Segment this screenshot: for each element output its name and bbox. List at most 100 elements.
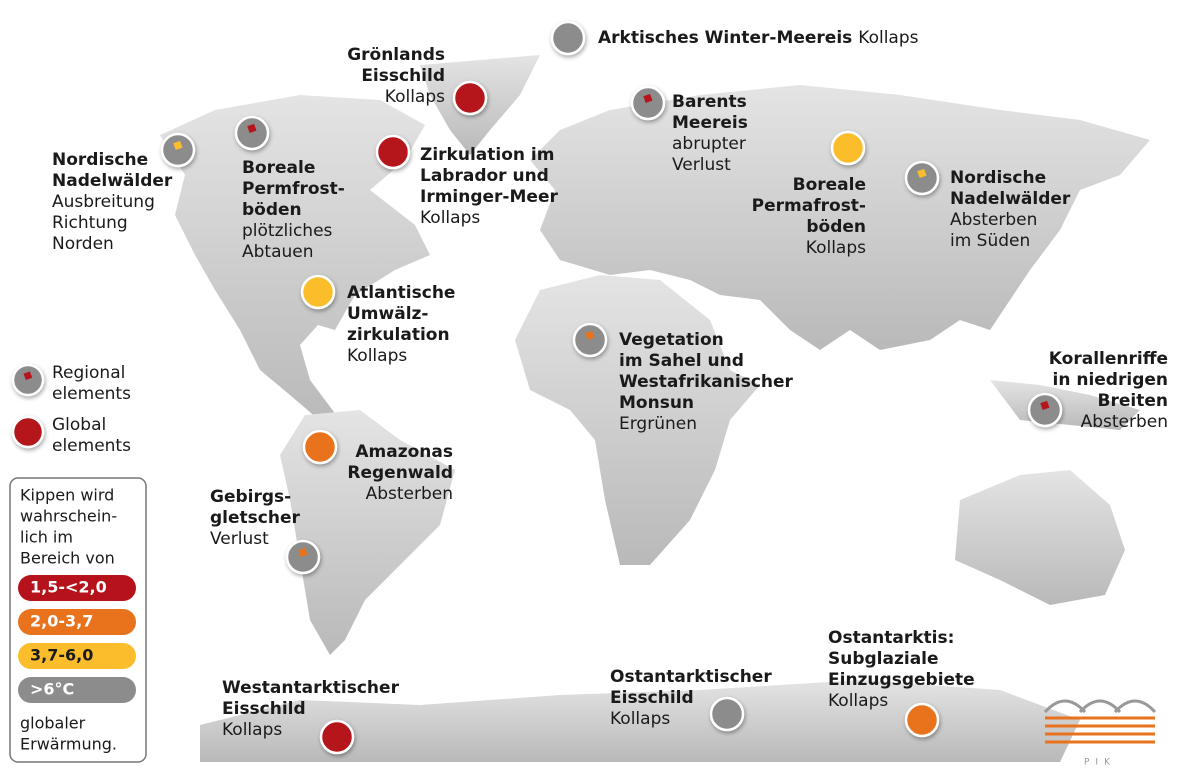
element-title: Nordische: [52, 150, 148, 170]
legend-outro: Erwärmung.: [20, 735, 117, 754]
element-subtitle: Absterben: [950, 210, 1037, 230]
element-title: Regenwald: [347, 463, 453, 483]
element-subtitle: abrupter: [672, 134, 746, 154]
element-subtitle: Abtauen: [242, 242, 314, 262]
logo-text: PIK: [1084, 758, 1116, 768]
south-america: [280, 410, 455, 655]
marker-circle: [830, 130, 866, 166]
marker-circle: [1027, 392, 1063, 428]
marker-circle: [630, 85, 666, 121]
element-subtitle: plötzliches: [242, 221, 333, 241]
marker-circle: [550, 20, 586, 56]
legend-marker-label: elements: [52, 384, 131, 404]
element-title: Umwälz-: [347, 304, 428, 324]
element-title: Gebirgs-: [210, 487, 291, 507]
element-title: Westafrikanischer: [619, 372, 794, 392]
element-title: Vegetation: [619, 330, 724, 350]
legend-intro: lich im: [20, 528, 73, 547]
marker-flag: [585, 330, 595, 341]
marker-circle: [375, 134, 411, 170]
element-title: böden: [806, 217, 866, 237]
marker-circle: [302, 429, 338, 465]
element-title: Ostantarktischer: [610, 667, 772, 687]
element-title: Meereis: [672, 113, 748, 133]
element-subtitle: Norden: [52, 234, 114, 254]
marker-circle: [709, 696, 745, 732]
regional-marker: [11, 363, 45, 397]
element-subtitle: Kollaps: [420, 208, 480, 228]
north-america: [160, 95, 430, 425]
element-title: Zirkulation im: [420, 145, 554, 165]
global-marker: [302, 429, 338, 465]
legend-range-label: 2,0-3,7: [30, 612, 93, 631]
element-subtitle: Kollaps: [385, 87, 445, 107]
marker-flag: [1040, 400, 1050, 411]
global-marker: [904, 702, 940, 738]
global-marker: [319, 719, 355, 755]
element-subtitle: Kollaps: [806, 238, 866, 258]
element-title: Nadelwälder: [950, 189, 1071, 209]
element-title: Labrador und: [420, 166, 549, 186]
global-marker: [550, 20, 586, 56]
regional-marker: [630, 85, 666, 121]
element-subtitle: Kollaps: [347, 346, 407, 366]
regional-marker: [234, 115, 270, 151]
legend-intro: Kippen wird: [20, 486, 114, 505]
marker-circle: [11, 415, 45, 449]
legend-range-pill: [18, 677, 136, 703]
element-title: Eisschild: [361, 66, 445, 86]
element-title: Boreale: [242, 158, 315, 178]
legend-range-label: 1,5-<2,0: [30, 578, 107, 597]
regional-marker: [160, 132, 196, 168]
marker-flag: [247, 123, 257, 134]
global-marker: [375, 134, 411, 170]
element-subtitle: Kollaps: [610, 709, 670, 729]
global-marker: [300, 274, 336, 310]
element-subtitle: im Süden: [950, 231, 1030, 251]
regional-marker: [904, 160, 940, 196]
element-subtitle: Kollaps: [828, 691, 888, 711]
element-title: Eisschild: [222, 699, 306, 719]
marker-circle: [300, 274, 336, 310]
marker-circle: [160, 132, 196, 168]
marker-circle: [234, 115, 270, 151]
marker-circle: [452, 80, 488, 116]
element-title: Irminger-Meer: [420, 187, 558, 207]
element-title: Einzugsgebiete: [828, 670, 975, 690]
element-title: Grönlands: [347, 45, 445, 65]
marker-flag: [643, 93, 653, 104]
global-marker: [452, 80, 488, 116]
antarctica: [200, 680, 1080, 762]
element-subtitle: Kollaps: [858, 28, 918, 48]
element-title: Barents: [672, 92, 747, 112]
element-title: Atlantische: [347, 283, 455, 303]
element-title: Amazonas: [355, 442, 453, 462]
element-title: Nadelwälder: [52, 171, 173, 191]
marker-flag: [917, 168, 927, 179]
marker-flag: [173, 140, 183, 151]
element-subtitle: Ergrünen: [619, 414, 697, 434]
element-title: Breiten: [1098, 391, 1168, 411]
element-subtitle: Absterben: [1081, 412, 1168, 432]
element-subtitle: Kollaps: [222, 720, 282, 740]
element-title: zirkulation: [347, 325, 450, 345]
element-title: Permafrost-: [752, 196, 866, 216]
legend-range-label: >6°C: [30, 680, 74, 699]
element-title: in niedrigen: [1053, 370, 1169, 390]
element-title: Nordische: [950, 168, 1046, 188]
legend-range-label: 3,7-6,0: [30, 646, 93, 665]
global-marker: [709, 696, 745, 732]
eurasia: [530, 85, 1150, 350]
element-title: Westantarktischer: [222, 678, 400, 698]
element-title: Monsun: [619, 393, 694, 413]
element-subtitle: Richtung: [52, 213, 128, 233]
marker-flag: [23, 371, 33, 381]
regional-marker: [285, 539, 321, 575]
southeast-asia: [990, 380, 1140, 430]
legend-intro: Bereich von: [20, 549, 115, 568]
legend-marker-label: elements: [52, 436, 131, 456]
element-title: Ostantarktis:: [828, 628, 954, 648]
element-title: Korallenriffe: [1049, 349, 1168, 369]
regional-marker: [572, 322, 608, 358]
